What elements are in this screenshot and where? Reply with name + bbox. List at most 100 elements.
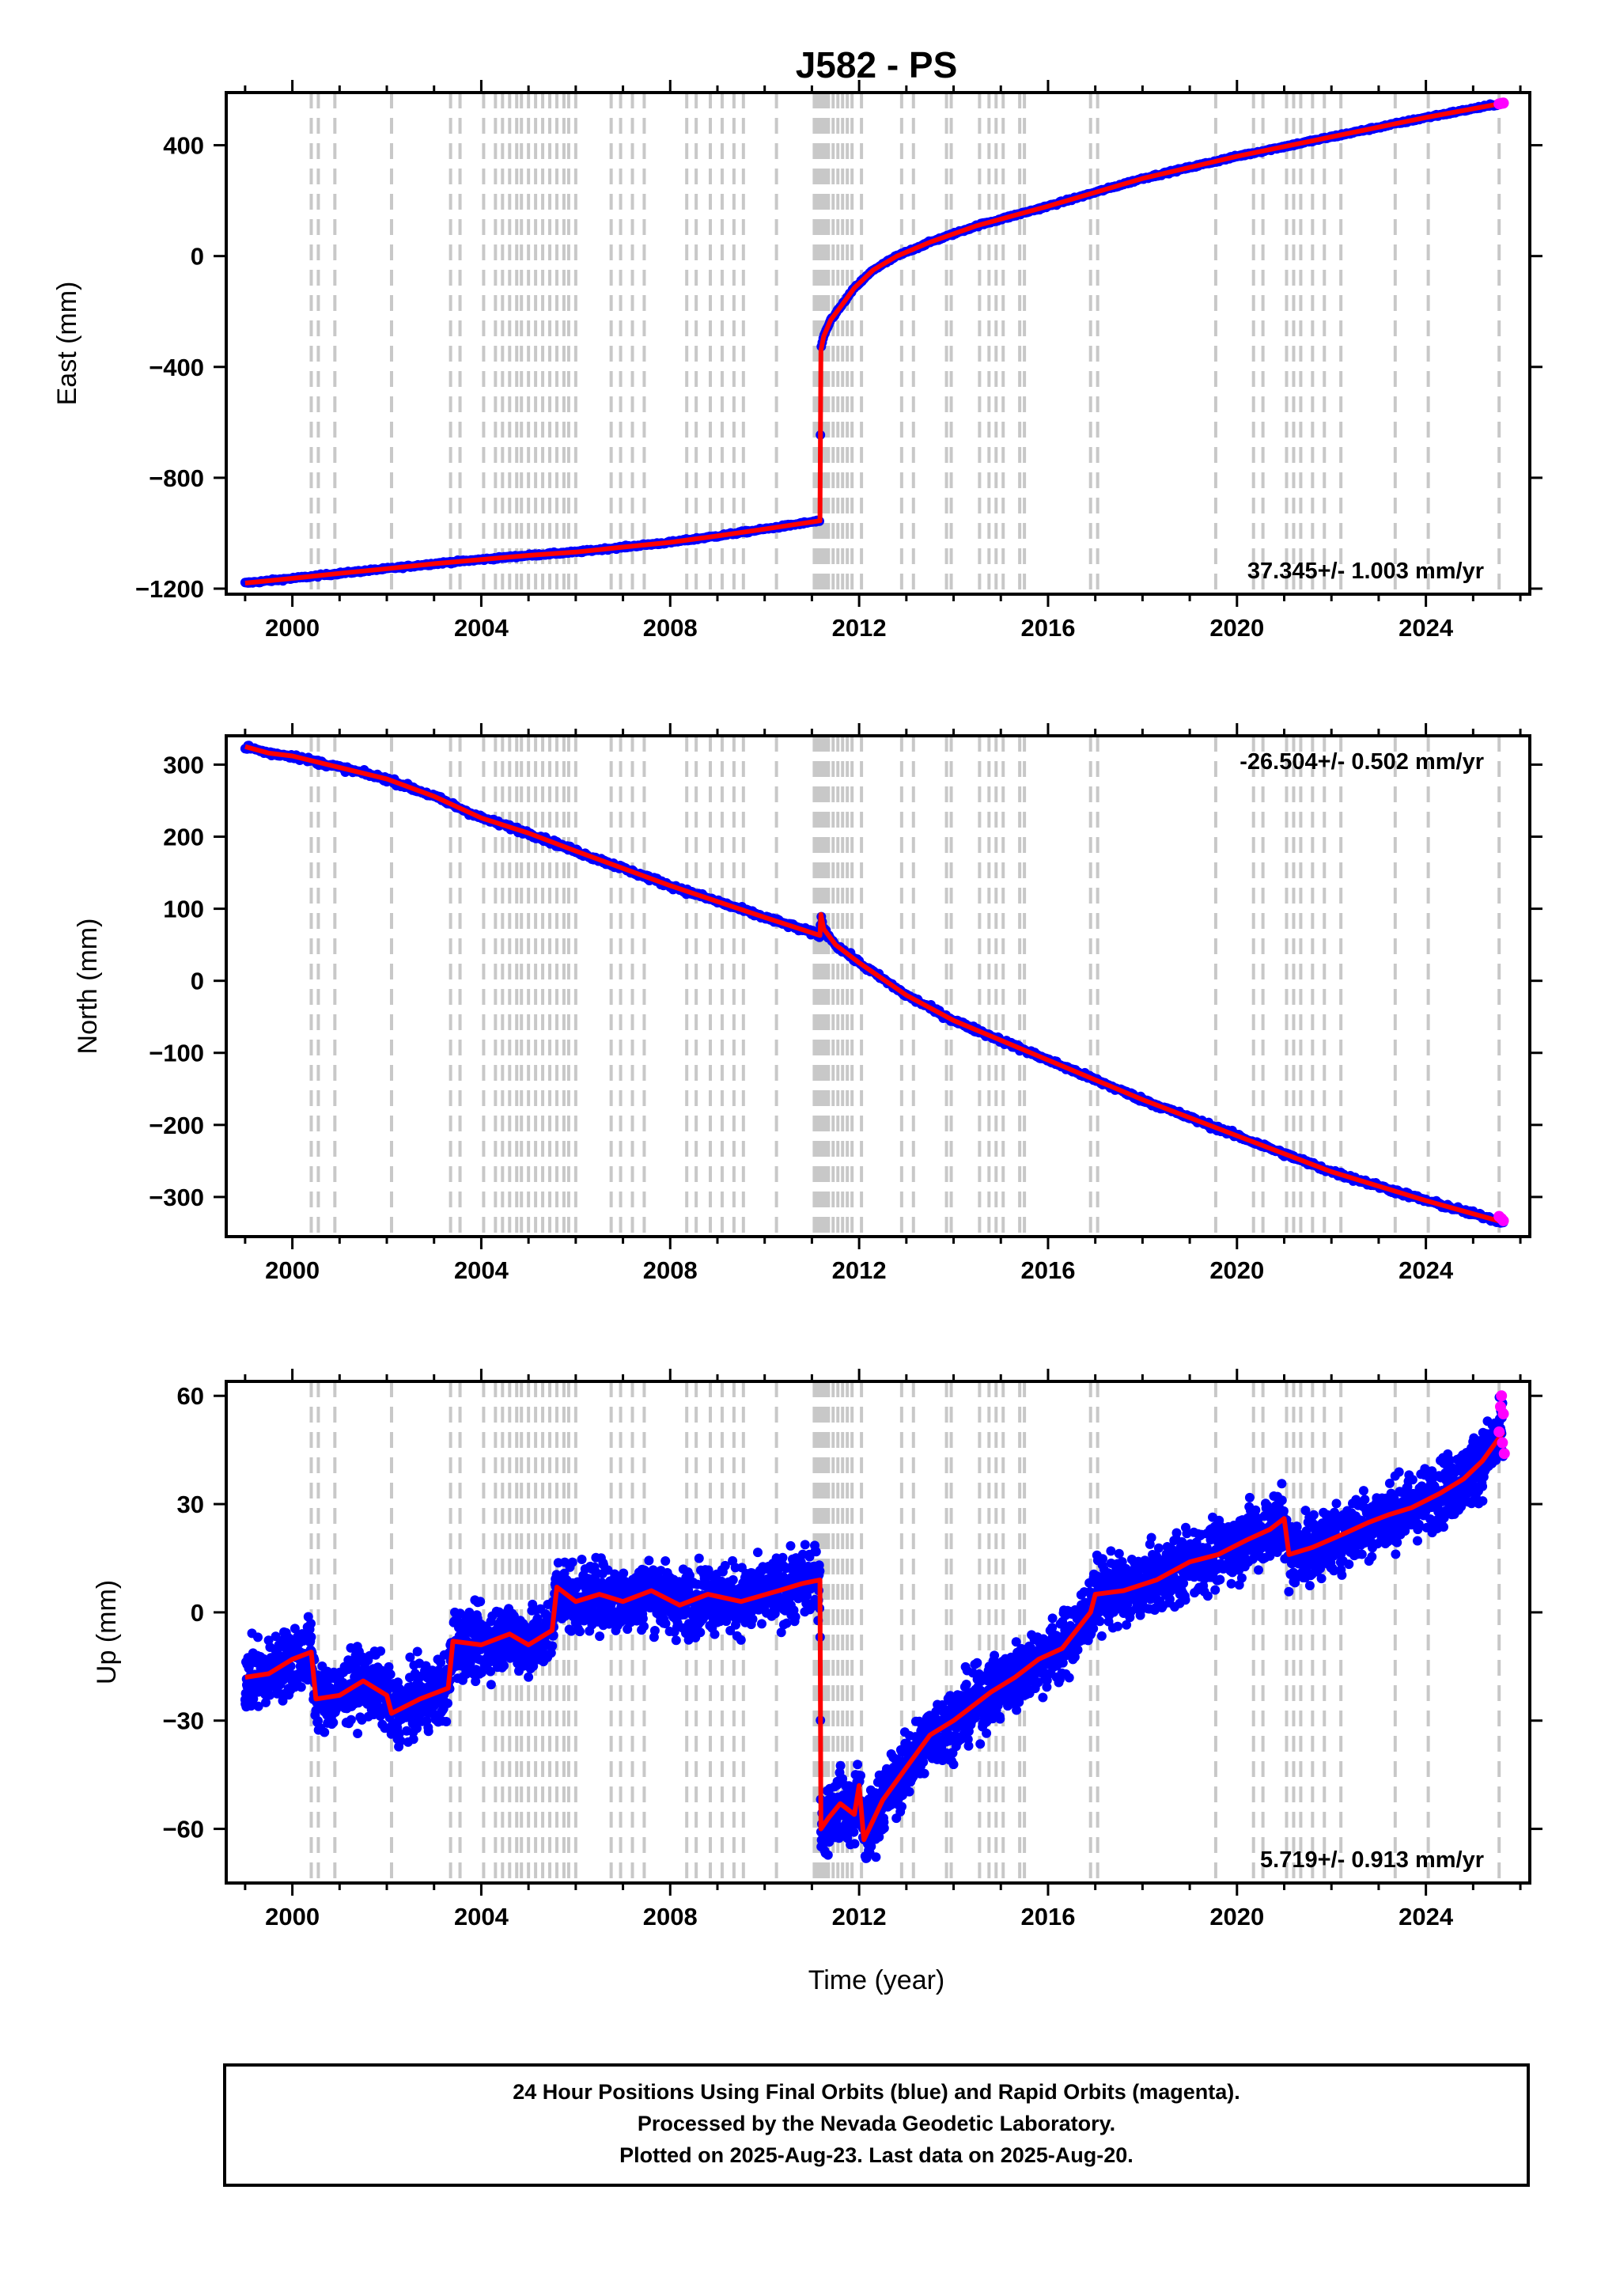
data-point [577, 1555, 587, 1564]
data-point [595, 1631, 605, 1642]
x-tick-label: 2004 [454, 1256, 509, 1284]
north-final-orbit-points [240, 741, 1508, 1228]
y-tick-label: −100 [149, 1040, 204, 1067]
data-point [590, 1567, 600, 1577]
x-tick-label: 2012 [832, 614, 887, 642]
x-tick-label: 2008 [643, 614, 698, 642]
data-point [376, 1646, 386, 1656]
y-tick-label: 100 [163, 896, 204, 923]
y-tick-label: 300 [163, 751, 204, 779]
up-final-orbit-points [240, 1392, 1508, 1863]
data-point [660, 1619, 671, 1629]
y-tick-label: 0 [191, 243, 204, 271]
y-tick-label: −400 [149, 354, 204, 381]
east-plot-frame [225, 91, 1531, 596]
east-panel: 2000 2004 2008 2012 2016 2020 2024−1200−800−40… [52, 80, 1542, 642]
x-tick-label: 2000 [265, 614, 320, 642]
data-point [423, 1726, 433, 1737]
x-tick-label: 2020 [1209, 614, 1264, 642]
y-tick-label: −800 [149, 464, 204, 492]
chart-title: J582 - PS [796, 44, 958, 85]
east-model-line [244, 100, 1504, 585]
y-tick-label: −1200 [135, 575, 204, 603]
data-point [253, 1701, 263, 1711]
x-tick-label: 2012 [832, 1256, 887, 1284]
data-point [660, 1556, 671, 1566]
data-point [619, 1568, 629, 1578]
data-point [394, 1729, 404, 1739]
data-point [499, 1661, 509, 1671]
y-tick-label: −300 [149, 1184, 204, 1211]
data-point [567, 1557, 577, 1567]
y-tick-label: 0 [191, 968, 204, 995]
rapid-point [1497, 97, 1509, 109]
data-point [776, 1627, 786, 1638]
data-point [313, 1716, 323, 1726]
x-tick-label: 2004 [454, 614, 509, 642]
north-plot-frame [225, 734, 1531, 1238]
x-tick-label: 2016 [1020, 1256, 1075, 1284]
data-point [328, 1718, 339, 1728]
north-panel: 2000 2004 2008 2012 2016 2020 2024−300−200−100… [73, 723, 1542, 1284]
data-point [384, 1661, 394, 1672]
x-tick-label: 2000 [265, 1256, 320, 1284]
up-panel: 2000 2004 2008 2012 2016 2020 2024−60−3003060U… [92, 1369, 1542, 1930]
data-point [248, 1694, 259, 1704]
data-point [385, 1669, 396, 1680]
east-rate-label: 37.345+/- 1.003 mm/yr [1247, 559, 1484, 584]
data-point [671, 1635, 681, 1646]
data-point [441, 1717, 452, 1726]
data-point [346, 1714, 356, 1725]
data-point [253, 1632, 263, 1642]
data-point [524, 1672, 534, 1682]
data-point [770, 1608, 780, 1619]
data-point [782, 1618, 792, 1628]
x-tick-label: 2008 [643, 1256, 698, 1284]
data-point [720, 1560, 730, 1570]
east-event-lines [309, 93, 1501, 594]
data-point [486, 1666, 496, 1677]
data-point [730, 1563, 740, 1573]
data-point [396, 1736, 406, 1746]
data-point [757, 1619, 766, 1629]
data-point [710, 1629, 720, 1639]
north-rapid-orbit-points [1493, 1211, 1509, 1226]
data-point [412, 1723, 422, 1733]
x-tick-label: 2024 [1399, 1256, 1454, 1284]
x-tick-label: 2020 [1209, 1256, 1264, 1284]
data-point [694, 1553, 704, 1563]
data-point [443, 1698, 452, 1708]
data-point [436, 1658, 446, 1668]
east-y-axis-title: East (mm) [52, 282, 82, 406]
data-point [471, 1677, 481, 1687]
data-point [748, 1614, 758, 1624]
data-point [638, 1613, 648, 1623]
data-point [547, 1641, 558, 1651]
data-point [320, 1727, 330, 1737]
data-point [265, 1690, 275, 1700]
y-tick-label: 200 [163, 824, 204, 851]
x-tick-label: 2024 [1399, 614, 1454, 642]
data-point [475, 1597, 486, 1607]
y-tick-label: 400 [163, 132, 204, 160]
data-point [644, 1555, 654, 1566]
data-point [575, 1627, 585, 1637]
data-point [639, 1621, 649, 1631]
north-rate-label: -26.504+/- 0.502 mm/yr [1240, 749, 1484, 775]
data-point [353, 1729, 363, 1738]
north-model-line [244, 744, 1504, 1225]
data-point [271, 1631, 281, 1642]
north-y-axis-title: North (mm) [73, 919, 103, 1055]
data-point [408, 1734, 418, 1745]
data-point [649, 1626, 660, 1635]
data-point [486, 1680, 496, 1690]
data-point [736, 1635, 746, 1645]
east-final-orbit-points [240, 97, 1508, 588]
east-rapid-orbit-points [1493, 97, 1509, 110]
data-point [296, 1682, 306, 1692]
data-point [728, 1574, 738, 1585]
data-point [412, 1646, 422, 1657]
data-point [532, 1613, 543, 1623]
data-point [785, 1540, 796, 1551]
